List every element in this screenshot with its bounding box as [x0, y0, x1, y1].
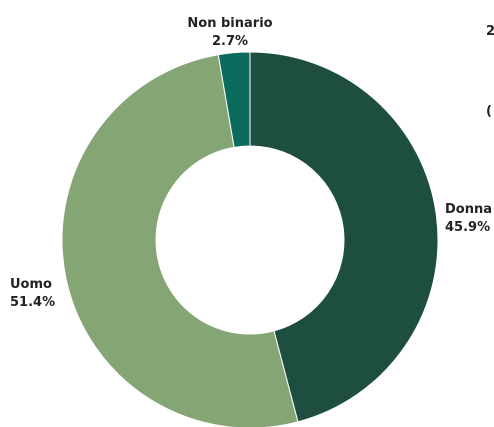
donut-slices — [61, 51, 439, 427]
slice-value-donna: 45.9% — [445, 220, 490, 235]
slice-non-binario — [217, 51, 251, 148]
slice-donna — [249, 51, 439, 423]
slice-value-uomo: 51.4% — [10, 295, 55, 310]
slice-value-non-binario: 2.7% — [212, 34, 248, 49]
slice-label-non-binario: Non binario — [187, 16, 272, 31]
clipped-legend-char-1: 2 — [486, 24, 494, 39]
slice-label-donna: Donna — [445, 202, 492, 217]
slice-label-uomo: Uomo — [10, 277, 52, 292]
slice-labels: Donna 45.9% Uomo 51.4% Non binario 2.7% — [10, 16, 492, 310]
slice-uomo — [61, 54, 299, 427]
clipped-legend-char-2: ( — [486, 104, 492, 119]
